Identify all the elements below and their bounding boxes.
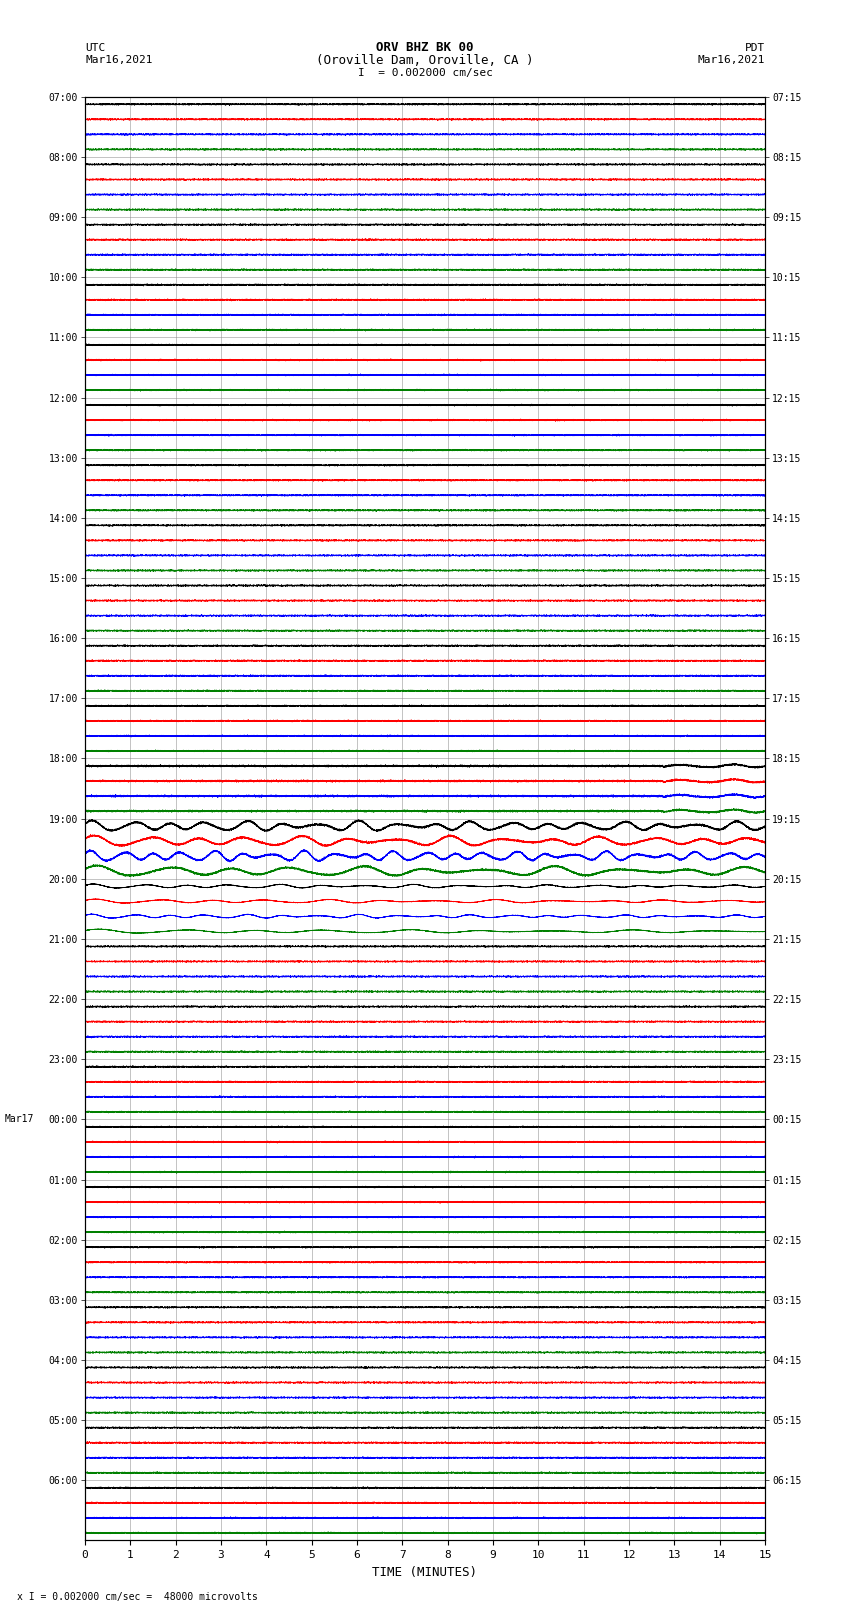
Text: x I = 0.002000 cm/sec =  48000 microvolts: x I = 0.002000 cm/sec = 48000 microvolts [17,1592,258,1602]
Text: (Oroville Dam, Oroville, CA ): (Oroville Dam, Oroville, CA ) [316,53,534,68]
Text: I  = 0.002000 cm/sec: I = 0.002000 cm/sec [358,68,492,77]
Text: ORV BHZ BK 00: ORV BHZ BK 00 [377,40,473,55]
Text: Mar17: Mar17 [4,1115,34,1124]
Text: UTC: UTC [85,42,105,53]
Text: PDT: PDT [745,42,765,53]
X-axis label: TIME (MINUTES): TIME (MINUTES) [372,1566,478,1579]
Text: Mar16,2021: Mar16,2021 [698,55,765,66]
Text: Mar16,2021: Mar16,2021 [85,55,152,66]
